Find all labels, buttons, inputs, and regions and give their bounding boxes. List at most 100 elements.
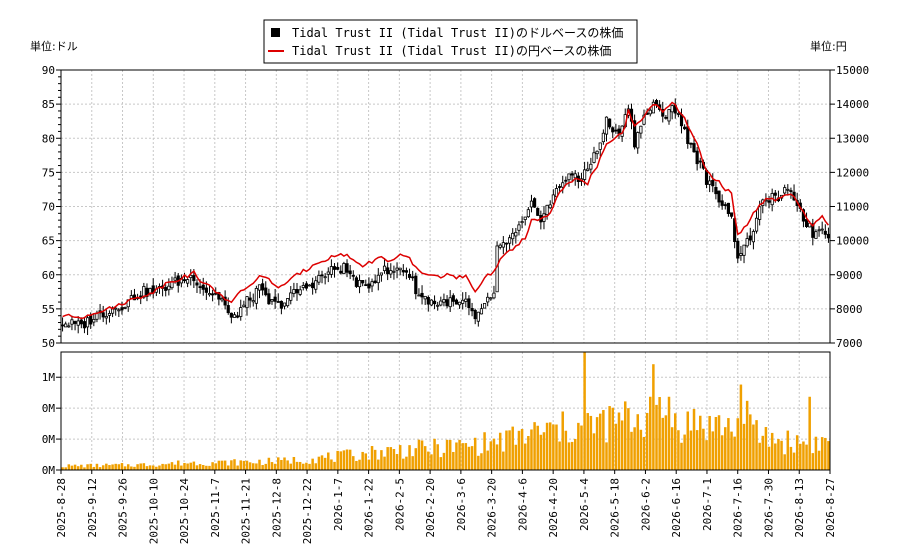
candle-body xyxy=(145,287,149,297)
volume-bar xyxy=(452,451,455,470)
volume-bar xyxy=(245,460,249,470)
volume-bar xyxy=(277,457,280,470)
date-label: 2025-9-12 xyxy=(86,478,99,538)
candle-body xyxy=(211,293,215,296)
volume-bar xyxy=(389,447,393,470)
candle-body xyxy=(264,287,268,296)
candle-body xyxy=(639,125,643,134)
volume-bar xyxy=(605,442,608,470)
left-tick-label: 85 xyxy=(42,98,55,111)
volume-bar xyxy=(780,440,783,470)
volume-bar xyxy=(76,466,80,470)
candle-body xyxy=(811,223,815,238)
volume-bar xyxy=(652,364,655,470)
candle-body xyxy=(704,169,709,185)
candle-body xyxy=(286,298,290,307)
date-label: 2026-8-13 xyxy=(793,478,806,538)
candle-body xyxy=(298,289,302,295)
candle-body xyxy=(754,217,759,232)
candle-body xyxy=(123,306,127,309)
volume-bar xyxy=(824,437,827,470)
volume-tick-label: 1M xyxy=(42,371,56,384)
volume-bar xyxy=(436,444,439,470)
candle-body xyxy=(470,308,474,312)
right-tick-label: 7000 xyxy=(836,337,863,350)
candle-body xyxy=(248,297,252,301)
volume-bar xyxy=(123,466,127,470)
candle-body xyxy=(64,323,68,328)
date-label: 2025-8-28 xyxy=(55,478,68,538)
candle-body xyxy=(201,284,205,290)
candle-body xyxy=(548,204,552,209)
candle-body xyxy=(336,267,340,270)
candle-body xyxy=(414,275,418,295)
volume-bar xyxy=(455,442,458,470)
candle-body xyxy=(114,307,118,310)
volume-bar xyxy=(670,427,674,470)
right-tick-label: 8000 xyxy=(836,303,863,316)
volume-bar xyxy=(464,443,468,470)
candle-body xyxy=(751,231,756,243)
date-label: 2026-2-20 xyxy=(424,478,437,538)
candle-body xyxy=(311,282,315,289)
volume-bar xyxy=(176,460,180,470)
candle-body xyxy=(636,132,640,149)
volume-axis: 0M 0M 0M 1M xyxy=(42,371,61,477)
volume-bar xyxy=(589,415,593,470)
candle-body xyxy=(617,128,621,135)
volume-bar xyxy=(498,432,502,470)
volume-bar xyxy=(98,467,102,470)
volume-bar xyxy=(467,446,471,470)
yen-price-line xyxy=(62,101,829,320)
volume-bar xyxy=(802,441,805,470)
candle-body xyxy=(354,277,358,287)
date-label: 2026-6-2 xyxy=(639,478,652,531)
date-label: 2025-12-22 xyxy=(301,478,314,544)
candle-body xyxy=(648,109,652,115)
date-label: 2025-9-26 xyxy=(117,478,130,538)
candle-body xyxy=(348,270,352,275)
candle-body xyxy=(486,296,490,303)
candle-body xyxy=(695,150,699,165)
candle-body xyxy=(373,280,377,284)
candle-body xyxy=(439,300,443,306)
candle-body xyxy=(129,295,133,299)
volume-bar xyxy=(633,427,636,470)
volume-bar xyxy=(142,463,146,470)
volume-bar xyxy=(552,424,555,470)
volume-bar xyxy=(330,459,333,470)
candle-body xyxy=(317,275,321,283)
volume-bar xyxy=(530,429,533,470)
volume-tick-label: 0M xyxy=(42,464,56,477)
candle-body xyxy=(711,179,715,187)
volume-bar xyxy=(489,441,493,470)
volume-bar xyxy=(305,462,308,470)
volume-bar xyxy=(573,438,577,470)
volume-bar xyxy=(733,436,736,470)
candle-body xyxy=(789,190,793,192)
candle-body xyxy=(489,297,493,300)
candle-body xyxy=(395,267,399,271)
volume-bar xyxy=(86,464,89,470)
candle-body xyxy=(198,286,202,288)
candle-body xyxy=(232,314,237,318)
volume-bar xyxy=(533,422,536,470)
candle-body xyxy=(282,302,287,307)
volume-bar xyxy=(808,396,811,470)
left-tick-label: 50 xyxy=(42,337,55,350)
right-unit-label: 単位:円 xyxy=(810,39,847,53)
volume-bar xyxy=(564,430,568,470)
volume-bar xyxy=(342,450,346,470)
volume-bar xyxy=(661,417,665,470)
volume-bar xyxy=(795,435,799,470)
volume-bar xyxy=(820,437,824,470)
volume-bar xyxy=(714,417,718,470)
left-tick-label: 65 xyxy=(42,235,55,248)
volume-bar xyxy=(645,412,649,470)
volume-bar xyxy=(248,462,252,470)
candle-body xyxy=(276,301,280,303)
candle-body xyxy=(817,229,821,232)
candle-body xyxy=(461,299,465,304)
volume-bar xyxy=(364,453,368,470)
candle-body xyxy=(457,301,462,306)
